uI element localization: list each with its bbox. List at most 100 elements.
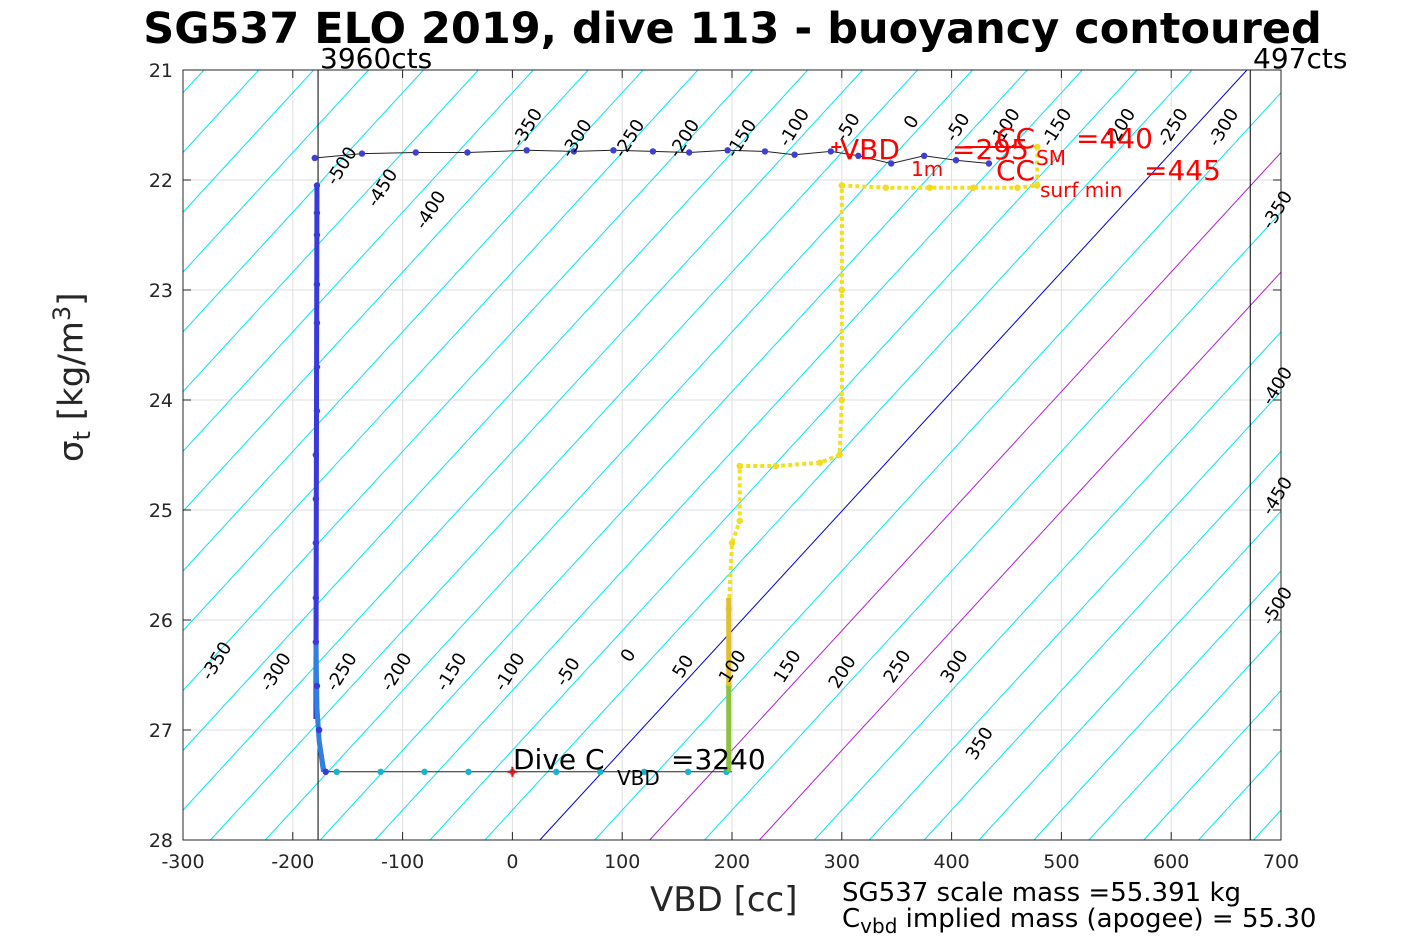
data-point bbox=[597, 768, 604, 775]
cc-sm-value: =440 bbox=[1076, 122, 1153, 155]
data-point bbox=[313, 182, 321, 189]
marker-vbd-1m bbox=[831, 142, 842, 152]
x-tick-label: 0 bbox=[506, 851, 518, 873]
x-tick-label: 600 bbox=[1153, 851, 1189, 873]
y-tick-label: 23 bbox=[149, 280, 173, 302]
ascent-line bbox=[314, 149, 989, 165]
data-point bbox=[311, 154, 318, 162]
x-tick-label: 400 bbox=[933, 851, 969, 873]
y-axis-units-post: ] bbox=[51, 292, 92, 306]
x-tick-label: 100 bbox=[604, 851, 640, 873]
contour-line bbox=[183, 70, 754, 692]
buoyancy-contours bbox=[183, 70, 1281, 840]
data-point bbox=[649, 148, 657, 155]
data-point bbox=[322, 768, 329, 775]
data-point bbox=[312, 594, 320, 602]
y-tick-label: 28 bbox=[149, 830, 173, 852]
contour-line bbox=[374, 70, 1083, 840]
data-point bbox=[421, 768, 428, 775]
contour-label: -150 bbox=[1037, 105, 1076, 151]
contour-line bbox=[210, 70, 918, 840]
dive-c-sub: VBD bbox=[617, 766, 660, 790]
data-point bbox=[465, 768, 472, 775]
contour-line bbox=[183, 70, 534, 453]
data-point bbox=[313, 231, 321, 239]
data-point bbox=[377, 768, 384, 775]
contour-line bbox=[704, 211, 1281, 840]
y-tick-label: 27 bbox=[149, 720, 173, 742]
data-point bbox=[985, 160, 993, 167]
footer-rest: implied mass (apogee) = 55.30 bbox=[897, 904, 1317, 934]
dive-c-value: =3240 bbox=[671, 743, 766, 776]
data-point bbox=[358, 150, 366, 157]
contour-label: 350 bbox=[962, 723, 998, 763]
counts-right-label: 497cts bbox=[1253, 42, 1348, 75]
data-point bbox=[888, 160, 895, 167]
y-axis-units-sup: 3 bbox=[48, 305, 76, 322]
contour-label: -200 bbox=[377, 649, 416, 695]
contour-label: -150 bbox=[722, 116, 761, 162]
contour-label: -100 bbox=[775, 105, 814, 151]
contour-line bbox=[1088, 630, 1281, 840]
contour-line bbox=[183, 70, 424, 333]
data-point bbox=[313, 407, 321, 415]
data-point bbox=[313, 682, 321, 690]
x-tick-label: 500 bbox=[1043, 851, 1079, 873]
data-point bbox=[855, 152, 862, 159]
cc-surf-sub: surf min bbox=[1040, 178, 1123, 202]
data-point bbox=[827, 148, 835, 155]
contour-label: 150 bbox=[770, 646, 806, 686]
contour-label: -100 bbox=[490, 649, 529, 695]
y-axis-units-pre: [kg/m bbox=[51, 321, 92, 421]
data-point bbox=[312, 539, 320, 547]
dive-c-label: Dive C bbox=[513, 743, 605, 776]
contour-line bbox=[183, 70, 479, 393]
footer-c: C bbox=[842, 904, 861, 934]
x-tick-label: 700 bbox=[1263, 851, 1299, 873]
cc-surf-label: CC bbox=[996, 154, 1036, 187]
data-point bbox=[610, 147, 617, 154]
footer-c-sub: vbd bbox=[860, 914, 898, 939]
contour-line bbox=[264, 70, 973, 840]
data-point bbox=[684, 768, 692, 775]
contour-label: -250 bbox=[1153, 105, 1192, 151]
contour-label: -200 bbox=[665, 116, 704, 162]
data-point bbox=[570, 148, 578, 155]
y-tick-label: 21 bbox=[149, 60, 173, 82]
contour-label: -250 bbox=[322, 649, 361, 695]
contour-line bbox=[429, 70, 1138, 840]
data-point bbox=[313, 363, 321, 371]
y-axis-symbol: σ bbox=[51, 440, 92, 462]
data-point bbox=[312, 451, 320, 459]
contour-label: 0 bbox=[617, 645, 641, 666]
cc-sm-label: CC bbox=[996, 122, 1036, 155]
vbd-1m-value: =295 bbox=[952, 133, 1029, 166]
x-tick-label: -300 bbox=[161, 851, 204, 873]
contour-label: 50 bbox=[668, 651, 698, 682]
contour-label: -150 bbox=[432, 649, 471, 695]
contour-line bbox=[813, 331, 1281, 840]
cc-surf-value: =445 bbox=[1144, 154, 1221, 187]
contour-label: 200 bbox=[825, 652, 861, 692]
contour-label: -500 bbox=[322, 143, 361, 189]
contour-label: -250 bbox=[610, 116, 649, 162]
contour-label: -300 bbox=[256, 649, 295, 695]
contour-line bbox=[183, 70, 260, 154]
contour-label: -350 bbox=[1258, 187, 1297, 233]
contour-line bbox=[319, 70, 1028, 840]
contour-line bbox=[594, 91, 1281, 840]
y-tick-label: 24 bbox=[149, 390, 173, 412]
contour-label: -350 bbox=[508, 105, 547, 151]
y-tick-label: 25 bbox=[149, 500, 173, 522]
data-point bbox=[523, 147, 530, 154]
data-point bbox=[640, 768, 648, 775]
contour-line bbox=[183, 70, 699, 632]
contour-label: -350 bbox=[197, 638, 236, 684]
contour-label: 100 bbox=[715, 646, 751, 686]
contour-line bbox=[183, 70, 644, 572]
data-point bbox=[920, 152, 928, 159]
vbd-1m-label: VBD bbox=[840, 133, 900, 166]
contour-line bbox=[868, 390, 1281, 840]
contour-line bbox=[1143, 689, 1281, 840]
